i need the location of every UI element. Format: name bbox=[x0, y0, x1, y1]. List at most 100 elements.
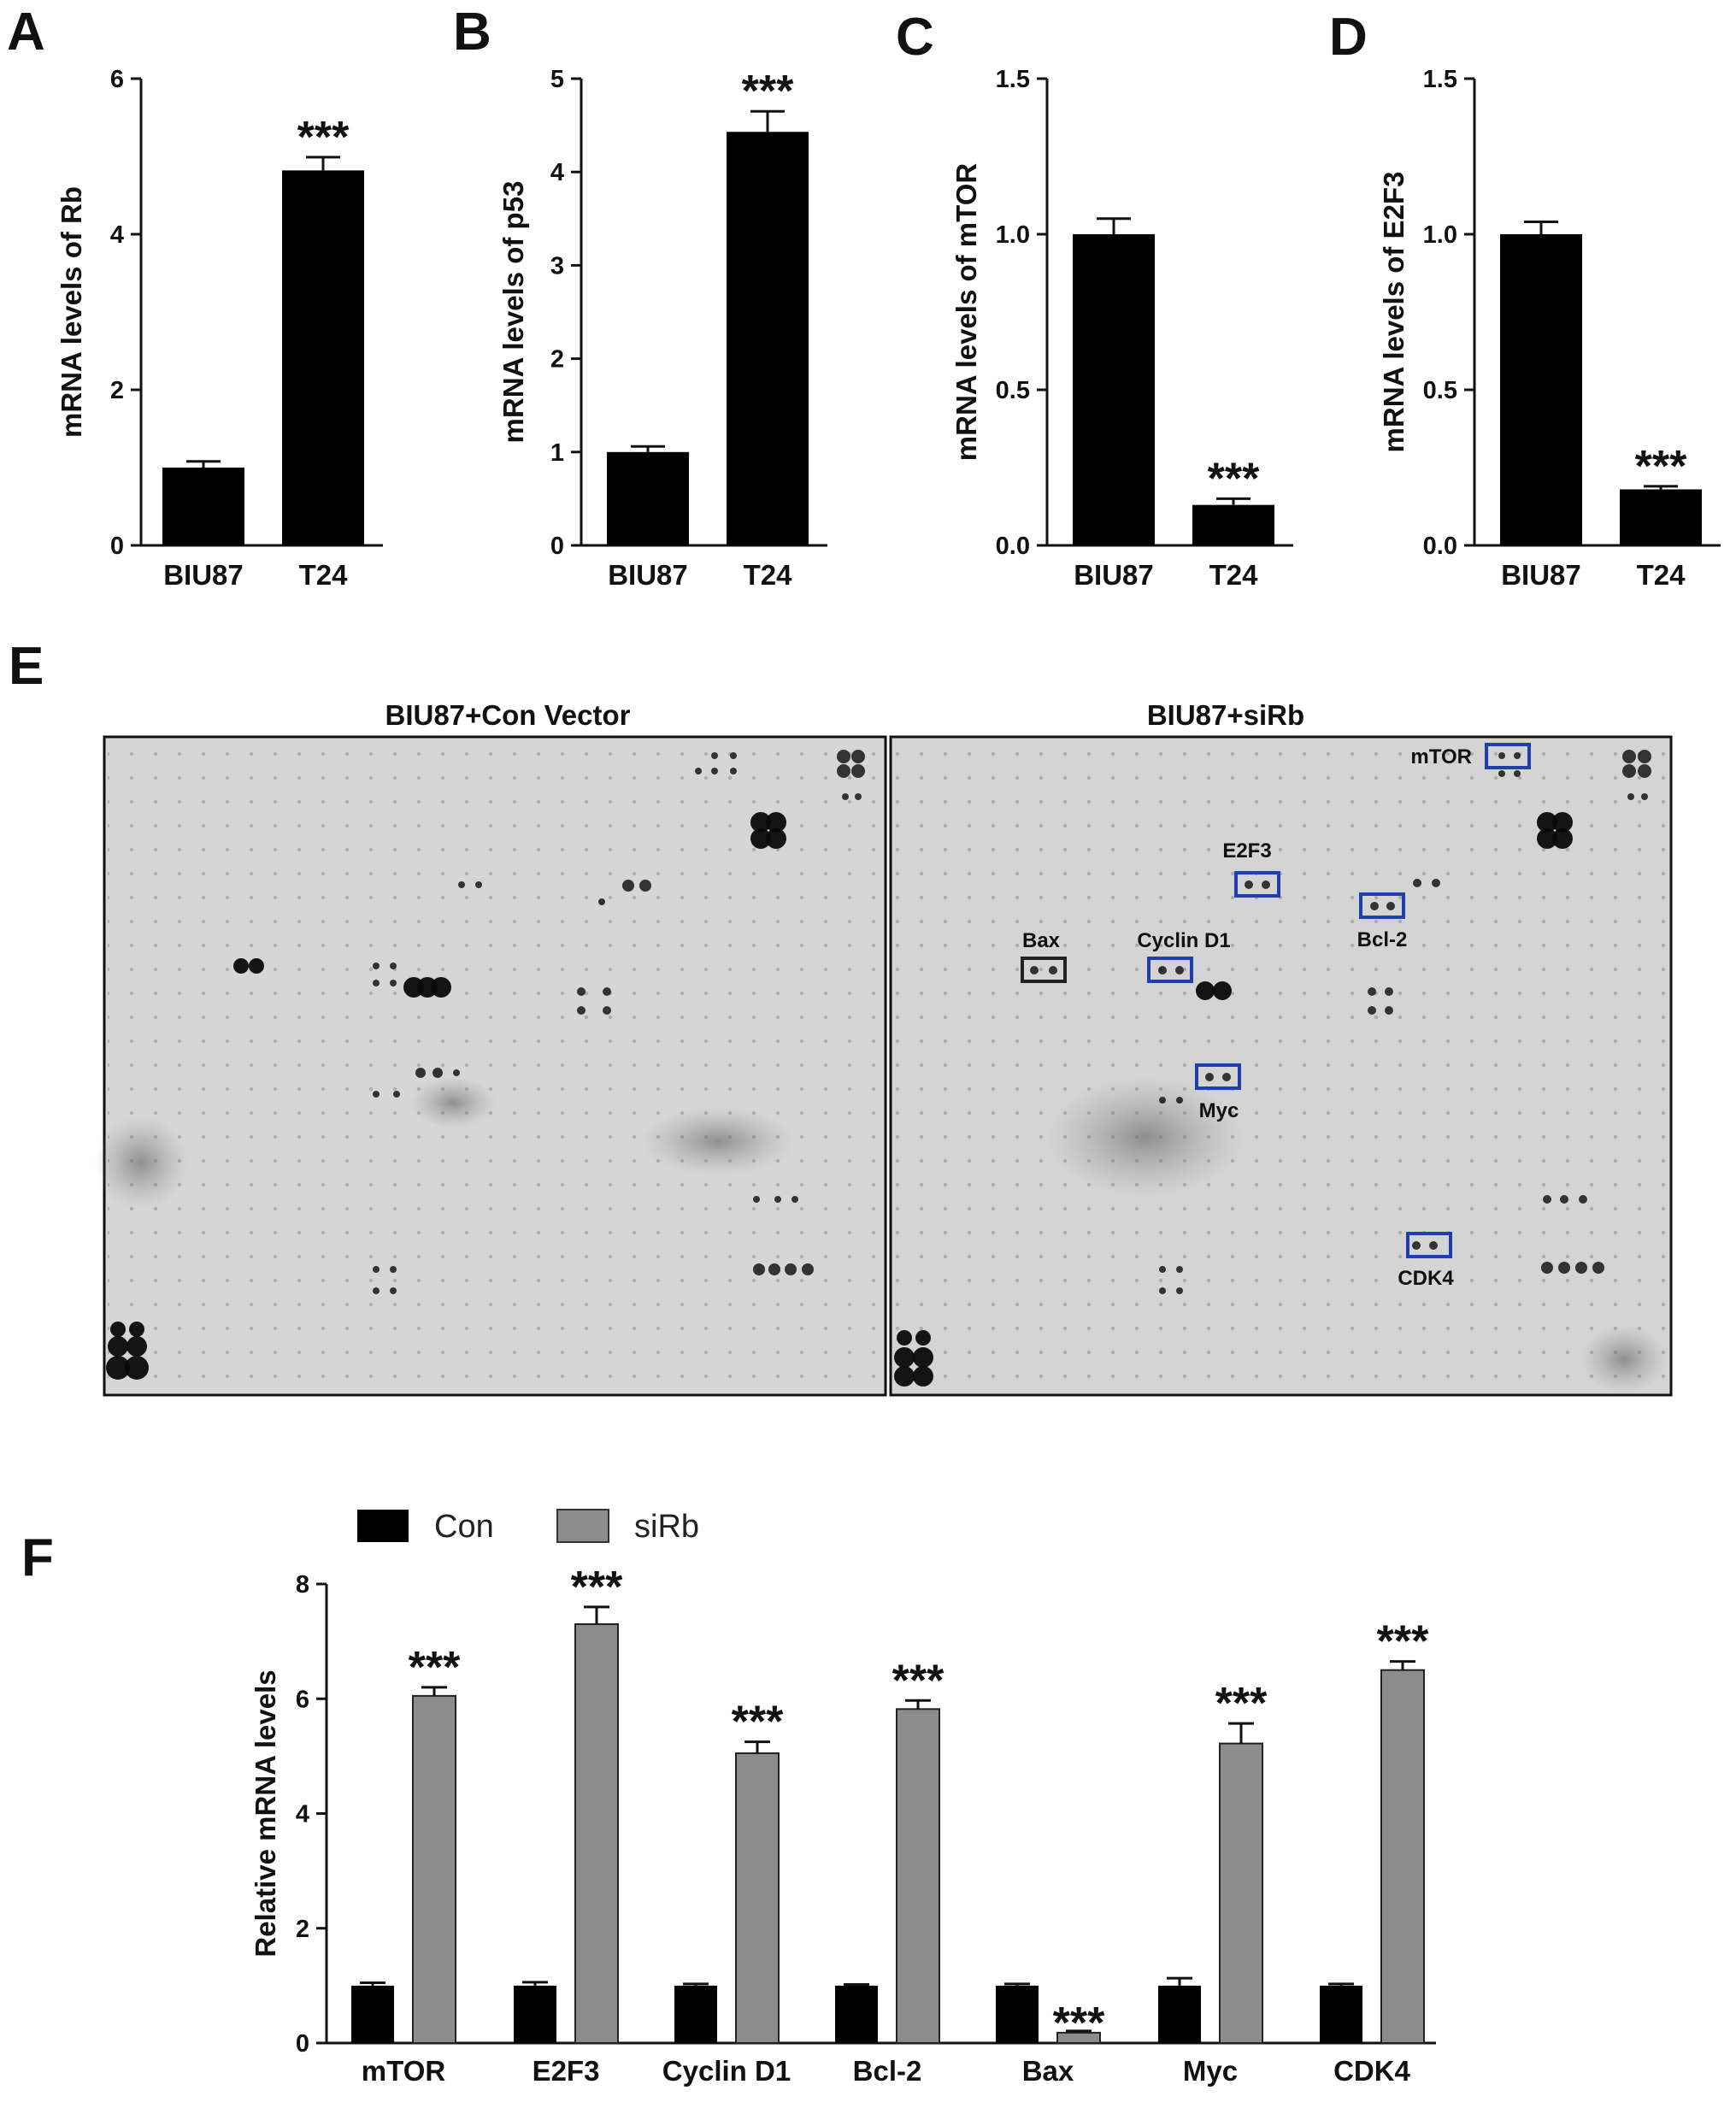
blot-spot bbox=[1176, 1287, 1183, 1294]
blot-spot bbox=[373, 1091, 380, 1098]
chart-panel-d: mRNA levels of E2F3 0.0 0.5 1.0 1.5 BIU87 ***… bbox=[1378, 66, 1721, 591]
blot-spot bbox=[915, 1330, 931, 1345]
blot-spot bbox=[897, 1330, 912, 1345]
e2f3-label: E2F3 bbox=[1222, 839, 1271, 863]
x-tick-label: E2F3 bbox=[533, 2055, 600, 2087]
panel-letter-f: F bbox=[21, 1528, 54, 1587]
blot-title-control: BIU87+Con Vector bbox=[385, 699, 630, 731]
mtor-label: mTOR bbox=[1410, 745, 1472, 768]
bar bbox=[1192, 504, 1274, 545]
y-tick-label: 2 bbox=[110, 377, 124, 404]
chart-panel-f: Relative mRNA levels Con siRb 0 2 4 6 8 *** **… bbox=[250, 1509, 1436, 2087]
blot-spot bbox=[1560, 1195, 1568, 1204]
x-tick-label: Bcl-2 bbox=[853, 2055, 922, 2087]
blot-spot bbox=[110, 1322, 126, 1337]
blot-spot bbox=[622, 880, 634, 892]
blot-spot bbox=[415, 1068, 426, 1078]
significance-label: *** bbox=[1215, 1679, 1268, 1728]
y-tick-label: 5 bbox=[550, 66, 564, 93]
blot-spot bbox=[393, 1091, 400, 1098]
significance-label: *** bbox=[742, 67, 794, 116]
blot-spot bbox=[431, 977, 451, 998]
legend: Con siRb bbox=[357, 1509, 699, 1545]
blot-spot bbox=[1638, 764, 1651, 778]
y-axis-label: mRNA levels of p53 bbox=[497, 181, 529, 444]
blot-title-sirb: BIU87+siRb bbox=[1147, 699, 1304, 731]
blot-spot bbox=[598, 898, 605, 905]
blot-spot bbox=[785, 1263, 797, 1275]
blot-spot bbox=[913, 1347, 933, 1368]
y-axis-label: mRNA levels of E2F3 bbox=[1378, 172, 1409, 453]
blot-spot bbox=[711, 768, 718, 774]
y-tick-label: 0.5 bbox=[1423, 377, 1457, 404]
legend-swatch-sirb bbox=[556, 1509, 609, 1543]
panel-letter-a: A bbox=[7, 3, 45, 62]
legend-label-sirb: siRb bbox=[634, 1509, 699, 1545]
blot-spot bbox=[774, 1196, 781, 1203]
blot-spot bbox=[1537, 828, 1557, 849]
blot-spot bbox=[1627, 793, 1634, 800]
blot-spot bbox=[1176, 1097, 1183, 1104]
legend-swatch-con bbox=[357, 1510, 409, 1542]
blot-spot bbox=[791, 1196, 798, 1203]
blot-spot bbox=[766, 828, 786, 849]
significance-label: *** bbox=[1635, 442, 1687, 492]
blot-spot bbox=[842, 793, 849, 800]
blot-spot bbox=[1205, 1073, 1214, 1081]
bar-con bbox=[514, 1985, 556, 2043]
blot-spot bbox=[390, 1266, 397, 1273]
y-axis-label: mRNA levels of mTOR bbox=[950, 163, 982, 462]
x-tick-label: BIU87 bbox=[1501, 559, 1581, 591]
bcl2-box bbox=[1359, 892, 1405, 919]
blot-spot bbox=[1432, 879, 1440, 887]
myc-box bbox=[1195, 1063, 1241, 1090]
y-tick-label: 8 bbox=[296, 1571, 309, 1599]
blot-spot bbox=[913, 1366, 933, 1387]
dot-blot-panel: BIU87+Con Vector BIU87+siRb mTOR E2F3 Bc… bbox=[94, 699, 1673, 1397]
chart-panel-b: mRNA levels of p53 0 1 2 3 4 5 BIU87 *** T24 bbox=[497, 66, 827, 591]
bar bbox=[162, 468, 244, 545]
blot-spot bbox=[1543, 1195, 1551, 1204]
x-tick-label: Myc bbox=[1183, 2055, 1238, 2087]
blot-spot bbox=[711, 752, 718, 759]
bar-con bbox=[1320, 1985, 1362, 2043]
blot-spot bbox=[639, 880, 651, 892]
blot-spot bbox=[390, 1287, 397, 1294]
blot-spot bbox=[390, 980, 397, 986]
cyclin-d1-box bbox=[1147, 957, 1193, 983]
bar bbox=[282, 170, 364, 545]
y-tick-label: 0 bbox=[110, 533, 124, 560]
significance-label: *** bbox=[297, 113, 350, 162]
blot-spot bbox=[129, 1322, 144, 1337]
y-tick-label: 1.0 bbox=[996, 221, 1030, 249]
y-tick-label: 1 bbox=[550, 439, 564, 467]
blot-membrane-sirb: mTOR E2F3 Bcl-2 Bax Cyclin D1 Myc CDK4 bbox=[889, 735, 1673, 1397]
blot-spot bbox=[1641, 793, 1648, 800]
blot-spot bbox=[750, 812, 771, 833]
y-tick-label: 6 bbox=[110, 66, 124, 93]
blot-spot bbox=[1175, 966, 1184, 975]
blot-spot bbox=[750, 828, 771, 849]
blot-spot bbox=[475, 881, 482, 888]
blot-spot bbox=[1159, 1266, 1166, 1273]
panel-letter-e: E bbox=[9, 637, 44, 696]
bar-sirb bbox=[412, 1694, 456, 2045]
y-tick-label: 0.0 bbox=[996, 533, 1030, 560]
blot-spot bbox=[1386, 902, 1395, 910]
blot-spot bbox=[753, 1196, 760, 1203]
blot-spot bbox=[390, 963, 397, 969]
y-tick-label: 0 bbox=[550, 533, 564, 560]
blot-spot bbox=[894, 1366, 915, 1387]
significance-label: *** bbox=[732, 1698, 784, 1747]
blot-spot bbox=[433, 1068, 443, 1078]
bar bbox=[727, 132, 809, 545]
bcl2-label: Bcl-2 bbox=[1357, 928, 1408, 951]
blot-spot bbox=[855, 793, 862, 800]
x-tick-label: BIU87 bbox=[608, 559, 688, 591]
blot-spot bbox=[768, 1263, 780, 1275]
blot-spot bbox=[458, 881, 465, 888]
y-axis-label: mRNA levels of Rb bbox=[56, 186, 87, 438]
blot-spot bbox=[851, 750, 865, 763]
significance-label: *** bbox=[1053, 1999, 1105, 2048]
